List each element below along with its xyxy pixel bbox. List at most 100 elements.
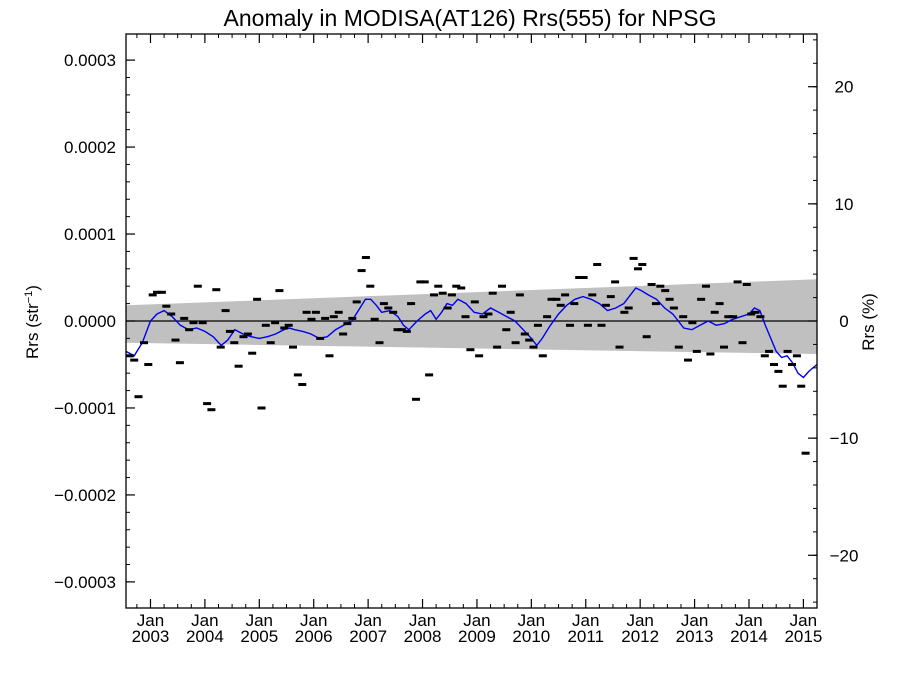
- data-point: [661, 289, 670, 293]
- data-point: [185, 328, 194, 332]
- x-tick-label-month: Jan: [518, 611, 545, 630]
- y-right-tick-label: 0: [839, 312, 848, 331]
- x-tick-label-month: Jan: [735, 611, 762, 630]
- data-point: [651, 302, 660, 306]
- data-point: [502, 328, 511, 332]
- data-point: [520, 332, 529, 336]
- x-tick-label-month: Jan: [790, 611, 817, 630]
- data-point: [193, 284, 202, 288]
- x-tick-label-month: Jan: [409, 611, 436, 630]
- data-point: [280, 326, 289, 330]
- y-axis-left-label: Rrs (str−1): [23, 285, 42, 359]
- data-point: [148, 293, 157, 297]
- data-point: [366, 284, 375, 288]
- data-point: [697, 297, 706, 301]
- data-point: [529, 345, 538, 349]
- x-tick-label-month: Jan: [463, 611, 490, 630]
- data-point: [561, 293, 570, 297]
- data-point: [302, 310, 311, 314]
- data-point: [525, 338, 534, 342]
- data-point: [647, 283, 656, 286]
- y-axis-left-label-sup: −1: [23, 291, 35, 304]
- data-point: [484, 312, 493, 316]
- chart-title: Anomaly in MODISA(AT126) Rrs(555) for NP…: [224, 5, 717, 31]
- data-point: [778, 384, 787, 388]
- data-point: [684, 358, 692, 362]
- data-point: [389, 310, 398, 314]
- x-tick-label-year: 2015: [784, 627, 822, 646]
- data-point: [253, 297, 262, 301]
- data-point: [384, 306, 393, 310]
- y-axis-left-label-main: Rrs (str: [23, 303, 42, 359]
- data-point: [702, 284, 710, 288]
- data-point: [207, 408, 216, 412]
- data-point: [715, 302, 724, 306]
- data-point: [329, 315, 338, 319]
- data-point: [334, 310, 343, 314]
- data-point: [140, 341, 148, 345]
- data-point: [375, 341, 384, 345]
- x-tick-label-year: 2014: [730, 627, 768, 646]
- data-point: [275, 289, 284, 293]
- x-tick-label-month: Jan: [246, 611, 273, 630]
- data-point: [461, 315, 470, 319]
- data-point: [624, 306, 633, 310]
- data-point: [760, 354, 769, 358]
- data-point: [298, 383, 307, 386]
- data-point: [162, 304, 171, 308]
- data-point: [447, 293, 456, 297]
- data-point: [325, 354, 334, 358]
- data-point: [593, 263, 602, 266]
- data-point: [634, 267, 642, 271]
- data-point: [756, 315, 765, 319]
- data-point: [747, 312, 756, 316]
- data-point: [230, 341, 239, 345]
- data-point: [171, 338, 180, 342]
- data-point: [710, 310, 719, 314]
- axes-layer: Jan2003Jan2004Jan2005Jan2006Jan2007Jan20…: [54, 34, 858, 646]
- data-point: [665, 297, 674, 301]
- data-point: [311, 310, 320, 314]
- y-axis-left-label-close: ): [23, 285, 42, 291]
- data-point: [475, 354, 484, 358]
- x-tick-label-month: Jan: [300, 611, 327, 630]
- y-left-tick-label: −0.0003: [54, 573, 116, 592]
- data-point: [130, 358, 139, 362]
- data-point: [175, 361, 184, 365]
- data-point: [225, 329, 234, 333]
- data-point: [656, 284, 665, 288]
- y-right-tick-label: 20: [835, 78, 854, 97]
- data-point: [511, 341, 520, 345]
- data-point: [434, 284, 443, 288]
- data-point: [203, 402, 212, 406]
- data-point: [774, 369, 783, 373]
- data-point: [724, 315, 733, 319]
- data-point: [556, 303, 565, 307]
- data-point: [420, 280, 429, 284]
- monthly-markers-layer: [125, 256, 810, 455]
- data-point: [751, 310, 760, 314]
- data-point: [579, 276, 588, 279]
- data-point: [493, 345, 502, 349]
- running-mean-layer: [125, 287, 818, 379]
- data-point: [801, 451, 810, 455]
- data-point: [416, 280, 425, 284]
- data-point: [234, 364, 243, 368]
- x-tick-label-year: 2008: [404, 627, 442, 646]
- y-right-tick-label: −20: [830, 546, 859, 565]
- data-point: [692, 349, 701, 353]
- data-point: [588, 293, 597, 297]
- data-point: [742, 283, 751, 286]
- data-point: [601, 303, 610, 307]
- data-point: [466, 348, 475, 352]
- data-point: [153, 290, 161, 294]
- data-point: [606, 295, 615, 299]
- x-tick-label-year: 2004: [186, 627, 224, 646]
- x-tick-label-year: 2009: [458, 627, 496, 646]
- data-point: [720, 345, 728, 349]
- data-point: [597, 323, 606, 327]
- x-tick-label-month: Jan: [137, 611, 164, 630]
- y-axis-right-label: Rrs (%): [859, 293, 878, 351]
- data-point: [180, 316, 189, 320]
- data-point: [348, 316, 357, 320]
